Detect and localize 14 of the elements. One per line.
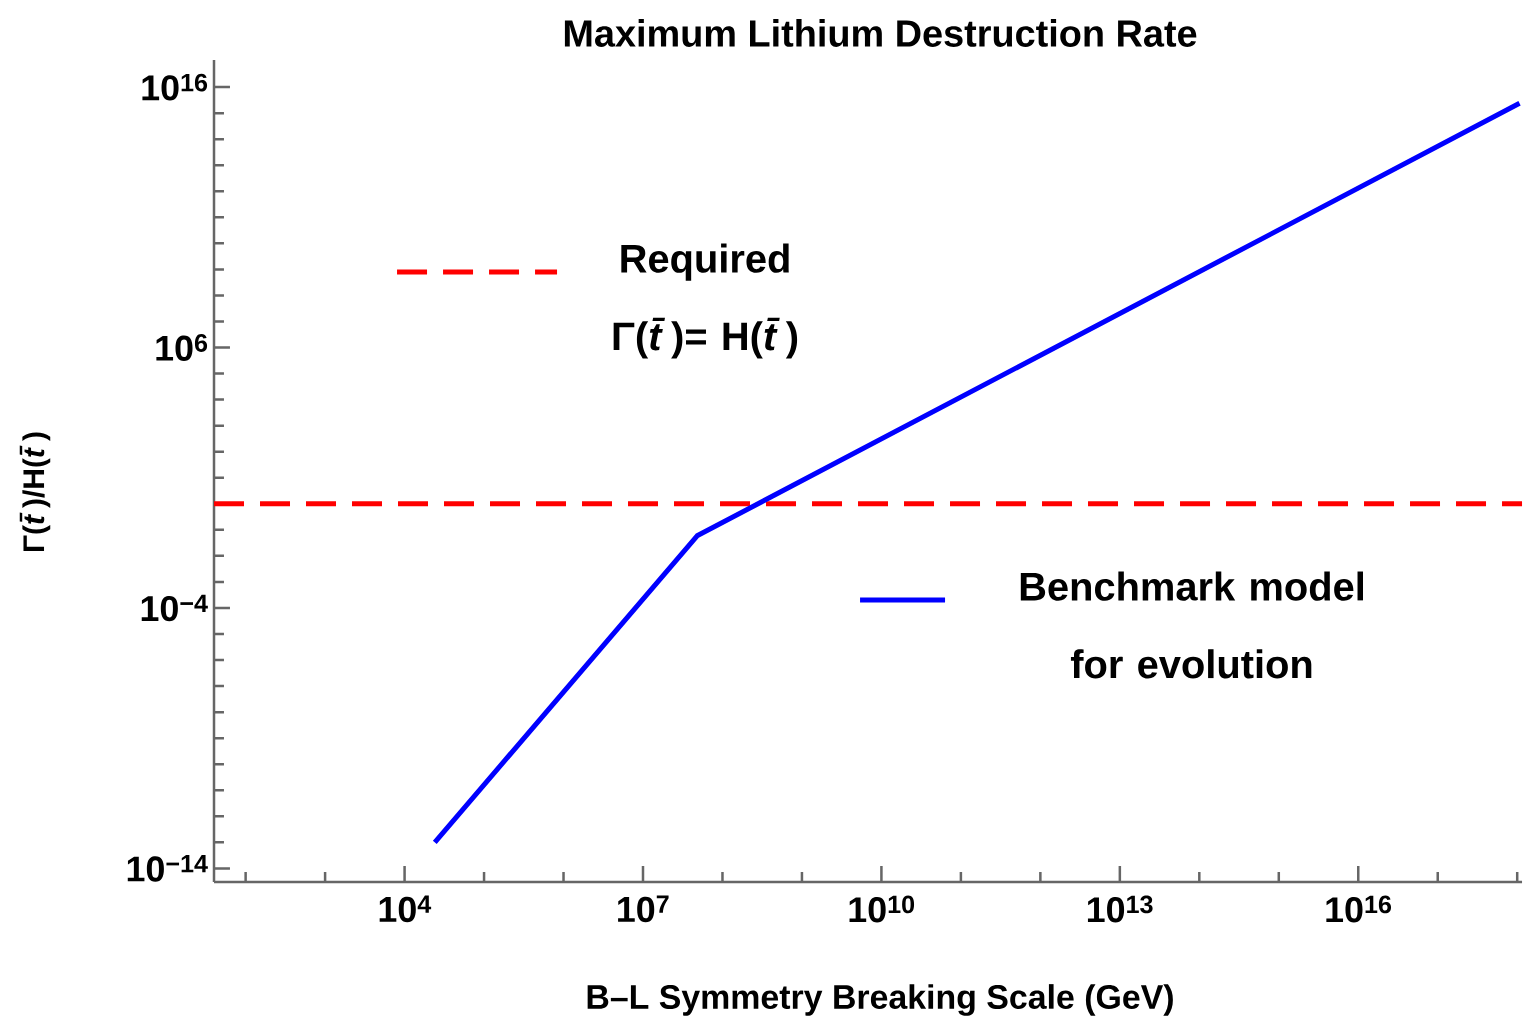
- x-tick-label: 10$^{4}$: [379, 895, 432, 923]
- y-tick-label: 10$^{16}$: [142, 73, 208, 101]
- x-tick-label: 10$^{13}$: [1087, 895, 1153, 923]
- y-tick-label: 10$^{6}$: [156, 334, 208, 361]
- x-tick-label: 10$^{16}$: [1326, 895, 1392, 923]
- y-tick-label: 10$^{−4}$: [141, 594, 208, 622]
- text: Benchmark model for evolution: [1020, 571, 1363, 679]
- x-tick-label: 10$^{10}$: [849, 895, 915, 923]
- y-tick-label: 10$^{−14}$: [127, 855, 208, 882]
- chart-title: Maximum Lithium Destruction Rate: [564, 19, 1197, 47]
- x-axis-title: B–L Symmetry Breaking Scale (GeV): [587, 984, 1173, 1016]
- y-axis-title: Γ(t̄)/H(t̄): [19, 432, 51, 551]
- x-tick-label: 10$^{7}$: [618, 895, 669, 923]
- legend-label: Required Γ(t̄)= H(t̄): [613, 243, 798, 359]
